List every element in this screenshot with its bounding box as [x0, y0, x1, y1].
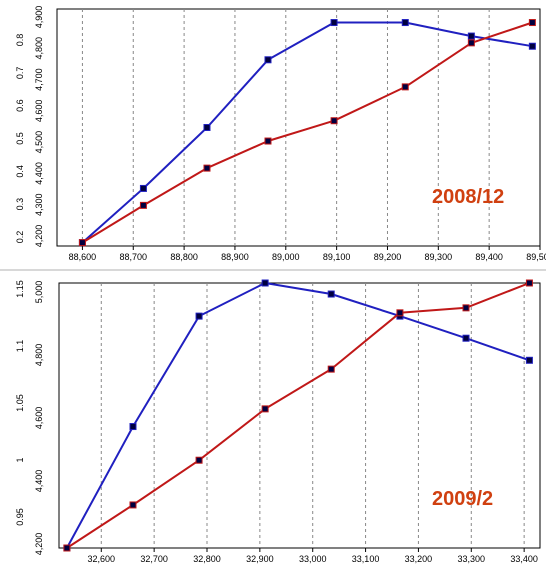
data-point-right	[467, 39, 475, 47]
x-tick-label: 88,700	[119, 252, 147, 262]
plot-frame	[58, 282, 541, 549]
data-point-right	[327, 365, 335, 373]
data-point-left	[528, 42, 536, 50]
data-point-right	[63, 544, 71, 552]
data-point-left	[327, 290, 335, 298]
data-point-left	[401, 19, 409, 27]
x-tick-label: 89,200	[374, 252, 402, 262]
y-left-tick-label: 1	[15, 457, 25, 462]
y-left-tick-label: 0.6	[15, 99, 25, 112]
data-point-left	[139, 184, 147, 192]
y-right-tick-label: 5,000	[34, 281, 44, 304]
data-point-left	[264, 56, 272, 64]
data-point-left	[330, 19, 338, 27]
x-tick-label: 89,300	[425, 252, 453, 262]
data-point-right	[261, 405, 269, 413]
data-point-left	[129, 423, 137, 431]
x-tick-label: 32,800	[193, 554, 221, 564]
chart-panel-2: 32,600 32,700 32,800 32,900 33,000 33,100 33,2…	[15, 279, 541, 564]
data-point-right	[195, 456, 203, 464]
series-line-left	[81, 21, 533, 244]
x-tick-label: 33,400	[510, 554, 538, 564]
y-left-tick-label: 0.2	[15, 231, 25, 244]
data-point-left	[525, 356, 533, 364]
y-right-tick-label: 4,400	[34, 470, 44, 493]
chart-annotation: 2008/12	[432, 186, 504, 208]
y-left-tick-label: 0.95	[15, 508, 25, 526]
series-line-left	[66, 282, 530, 549]
series-line-right	[81, 21, 533, 244]
data-point-left	[203, 124, 211, 131]
y-left-tick-label: 1.05	[15, 394, 25, 412]
y-left-tick-label: 0.3	[15, 198, 25, 211]
y-right-tick-label: 4,800	[34, 37, 44, 60]
data-point-right	[401, 83, 409, 91]
y-right-tick-label: 4,600	[34, 100, 44, 123]
y-left-tick-label: 0.5	[15, 132, 25, 145]
y-right-tick-label: 4,600	[34, 407, 44, 430]
x-tick-label: 89,000	[272, 252, 300, 262]
x-tick-label: 32,600	[88, 554, 116, 564]
y-right-tick-label: 4,200	[34, 225, 44, 248]
data-point-right	[264, 137, 272, 145]
data-point-right	[528, 19, 536, 27]
data-point-left	[195, 312, 203, 320]
x-tick-label: 32,700	[140, 554, 168, 564]
y-right-tick-label: 4,200	[34, 533, 44, 556]
data-point-right	[78, 239, 86, 247]
y-left-tick-label: 1.1	[15, 340, 25, 353]
data-point-left	[261, 279, 269, 287]
x-tick-label: 32,900	[246, 554, 274, 564]
x-tick-label: 88,600	[69, 252, 97, 262]
x-tick-label: 89,100	[323, 252, 351, 262]
data-point-right	[462, 304, 470, 312]
y-right-tick-label: 4,900	[34, 6, 44, 29]
data-point-right	[330, 117, 338, 125]
x-tick-label: 33,200	[405, 554, 433, 564]
x-tick-label: 33,100	[352, 554, 380, 564]
chart-panel-1: 88,600 88,700 88,800 88,900 89,000 89,100 89,2…	[15, 6, 546, 262]
plot-frame	[56, 8, 541, 247]
series-line-right	[66, 282, 530, 549]
y-right-tick-label: 4,700	[34, 68, 44, 91]
chart-annotation: 2009/2	[432, 488, 493, 510]
y-left-tick-label: 0.4	[15, 165, 25, 178]
x-tick-label: 89,400	[475, 252, 503, 262]
y-right-tick-label: 4,500	[34, 131, 44, 154]
data-point-right	[203, 164, 211, 172]
data-point-left	[467, 32, 475, 40]
x-tick-label: 88,900	[221, 252, 249, 262]
x-tick-label: 33,000	[299, 554, 327, 564]
y-right-tick-label: 4,800	[34, 344, 44, 367]
y-left-tick-label: 0.7	[15, 67, 25, 80]
data-point-right	[129, 501, 137, 509]
x-tick-label: 33,300	[458, 554, 486, 564]
x-tick-label: 88,800	[170, 252, 198, 262]
y-right-tick-label: 4,300	[34, 193, 44, 216]
y-right-tick-label: 4,400	[34, 162, 44, 185]
y-left-tick-label: 1.15	[15, 280, 25, 298]
x-tick-label: 89,500	[526, 252, 546, 262]
data-point-right	[396, 309, 404, 317]
data-point-right	[525, 279, 533, 287]
data-point-left	[462, 334, 470, 342]
y-left-tick-label: 0.8	[15, 34, 25, 47]
data-point-right	[139, 201, 147, 209]
